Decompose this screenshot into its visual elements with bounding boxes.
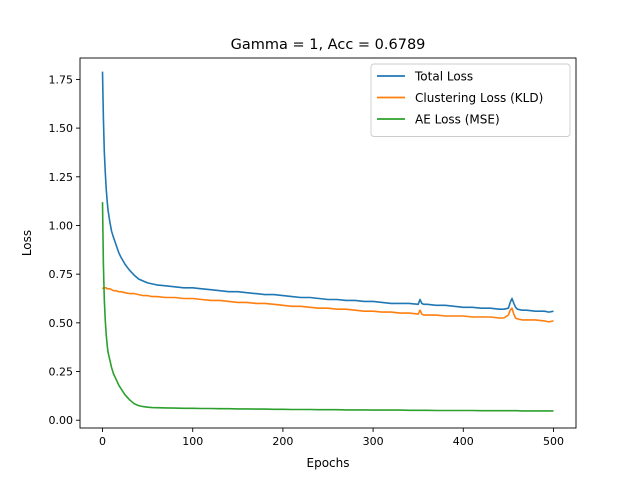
y-axis: 0.00 0.25 0.50 0.75 1.00 1.25 1.50 1.75 (49, 73, 80, 427)
y-tick-label: 1.25 (49, 171, 74, 184)
legend-label-2: Clustering Loss (KLD) (415, 91, 543, 105)
legend: Total Loss Clustering Loss (KLD) AE Loss (… (370, 63, 571, 137)
y-tick-label: 0.25 (49, 366, 74, 379)
series-line-1 (101, 71, 554, 313)
series-layer (101, 71, 554, 412)
y-axis-label: Loss (20, 230, 34, 256)
x-axis: 0 100 200 300 400 500 (99, 428, 564, 448)
legend-label-3: AE Loss (MSE) (415, 113, 500, 127)
y-tick-label: 1.75 (49, 73, 74, 86)
series-line-2 (101, 286, 554, 323)
x-tick-label: 300 (363, 435, 384, 448)
series-line-3 (101, 202, 554, 412)
x-tick-label: 200 (272, 435, 293, 448)
y-tick-label: 0.00 (49, 414, 74, 427)
x-tick-label: 400 (453, 435, 474, 448)
x-tick-label: 500 (543, 435, 564, 448)
chart-title: Gamma = 1, Acc = 0.6789 (231, 37, 426, 53)
y-tick-label: 0.75 (49, 268, 74, 281)
x-axis-label: Epochs (307, 456, 350, 470)
plot-frame (79, 57, 577, 429)
legend-box (370, 63, 571, 137)
y-tick-label: 1.50 (49, 122, 74, 135)
x-tick-label: 100 (182, 435, 203, 448)
legend-label-1: Total Loss (414, 70, 473, 84)
x-tick-label: 0 (99, 435, 106, 448)
y-tick-label: 0.50 (49, 317, 74, 330)
y-tick-label: 1.00 (49, 219, 74, 232)
